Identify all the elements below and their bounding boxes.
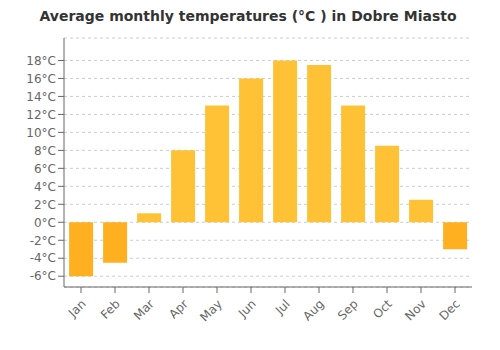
svg-text:Sep: Sep — [335, 297, 361, 323]
svg-text:18°C: 18°C — [26, 54, 56, 68]
svg-text:12°C: 12°C — [26, 108, 56, 122]
svg-text:-2°C: -2°C — [30, 234, 56, 248]
svg-text:May: May — [197, 297, 224, 324]
svg-text:Aug: Aug — [300, 297, 326, 323]
svg-text:Apr: Apr — [166, 297, 191, 322]
svg-text:4°C: 4°C — [34, 180, 56, 194]
svg-text:2°C: 2°C — [34, 198, 56, 212]
svg-text:Oct: Oct — [370, 297, 395, 322]
svg-text:-6°C: -6°C — [30, 269, 56, 283]
svg-text:6°C: 6°C — [34, 162, 56, 176]
svg-text:16°C: 16°C — [26, 72, 56, 86]
svg-text:Mar: Mar — [131, 297, 157, 323]
svg-text:-4°C: -4°C — [30, 251, 56, 265]
svg-text:8°C: 8°C — [34, 144, 56, 158]
svg-text:Jan: Jan — [65, 297, 89, 321]
svg-text:Jun: Jun — [235, 297, 259, 321]
html-text:Average monthly temperatures (: Average monthly temperatures (°C ) in Do… — [39, 8, 457, 24]
svg-text:10°C: 10°C — [26, 126, 56, 140]
svg-text:Nov: Nov — [402, 297, 428, 323]
svg-text:Dec: Dec — [436, 297, 462, 323]
svg-text:Feb: Feb — [98, 297, 123, 322]
svg-text:Jul: Jul — [272, 297, 293, 318]
svg-text:0°C: 0°C — [34, 216, 56, 230]
svg-text:14°C: 14°C — [26, 90, 56, 104]
